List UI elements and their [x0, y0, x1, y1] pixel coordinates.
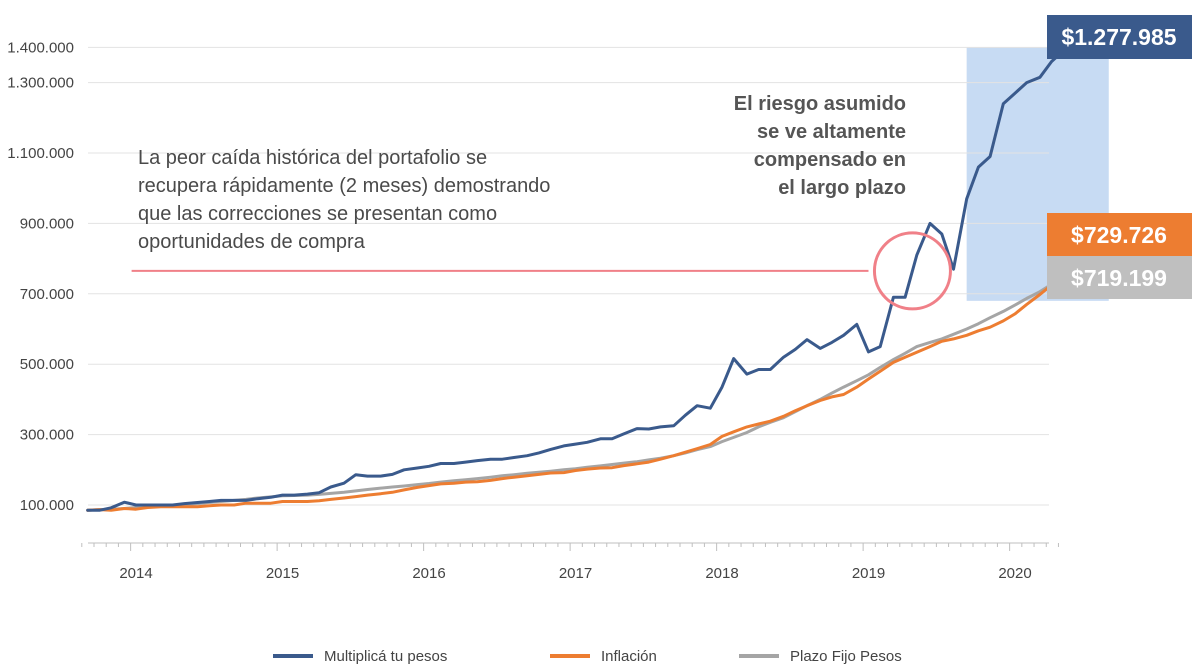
x-tick-label: 2016 — [412, 565, 445, 582]
y-tick-label: 500.000 — [20, 356, 74, 373]
legend-label-plazo-fijo: Plazo Fijo Pesos — [790, 648, 902, 665]
annotation-layer: La peor caída histórica del portafolio s… — [131, 93, 952, 311]
x-tick-label: 2014 — [119, 565, 152, 582]
legend-label-inflacion: Inflación — [601, 648, 657, 665]
y-tick-label: 1.400.000 — [7, 39, 74, 56]
risk-note-line-2: se ve altamente — [757, 121, 906, 143]
end-label-plazo-fijo: $719.199 — [1071, 265, 1167, 291]
risk-note-line-3: compensado en — [754, 149, 906, 171]
y-tick-label: 1.300.000 — [7, 75, 74, 92]
legend: Multiplicá tu pesos Inflación Plazo Fijo… — [273, 648, 902, 665]
legend-label-multiplica: Multiplicá tu pesos — [324, 648, 447, 665]
end-labels: $1.277.985 $729.726 $719.199 — [1047, 15, 1192, 299]
drawdown-note-line-1: La peor caída histórica del portafolio s… — [138, 147, 487, 169]
gridlines — [88, 46, 1049, 506]
x-axis: 2014 2015 2016 2017 2018 2019 2020 — [81, 542, 1059, 582]
y-tick-label: 300.000 — [20, 427, 74, 444]
x-tick-label: 2020 — [998, 565, 1031, 582]
drawdown-note-line-2: recupera rápidamente (2 meses) demostran… — [138, 175, 550, 197]
series-line-inflacion — [86, 251, 1102, 512]
x-tick-label: 2015 — [266, 565, 299, 582]
end-label-multiplica: $1.277.985 — [1061, 24, 1176, 50]
end-label-box-inflacion — [1047, 213, 1192, 256]
x-tick-label: 2017 — [559, 565, 592, 582]
y-tick-label: 900.000 — [20, 215, 74, 232]
y-tick-label: 100.000 — [20, 497, 74, 514]
x-tick-label: 2018 — [705, 565, 738, 582]
end-label-box-multiplica — [1047, 15, 1192, 59]
series-line-multiplica — [86, 31, 1102, 512]
drawdown-circle-marker — [872, 231, 952, 311]
x-tick-label: 2019 — [852, 565, 885, 582]
y-tick-label: 1.100.000 — [7, 145, 74, 162]
y-tick-label: 700.000 — [20, 286, 74, 303]
risk-note-line-4: el largo plazo — [778, 177, 906, 199]
end-label-box-plazo-fijo — [1047, 256, 1192, 299]
risk-note-line-1: El riesgo asumido — [734, 93, 906, 115]
end-label-inflacion: $729.726 — [1071, 222, 1167, 248]
y-axis: 1.400.000 1.300.000 1.100.000 900.000 700.00… — [7, 39, 74, 514]
drawdown-note-line-4: oportunidades de compra — [138, 231, 366, 253]
drawdown-note-line-3: que las correcciones se presentan como — [138, 203, 497, 225]
series-layer — [86, 31, 1102, 512]
